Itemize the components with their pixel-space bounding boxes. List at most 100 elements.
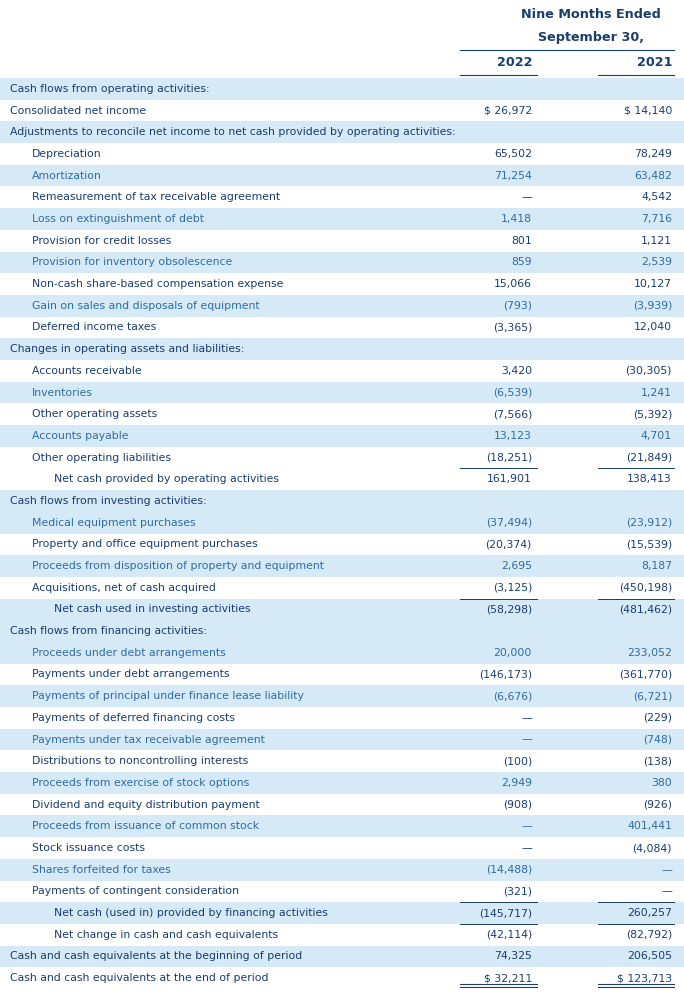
Text: $ 32,211: $ 32,211 [484, 973, 532, 983]
Text: Other operating assets: Other operating assets [32, 410, 157, 419]
Text: 380: 380 [651, 778, 672, 788]
Text: Depreciation: Depreciation [32, 149, 102, 159]
Text: —: — [521, 843, 532, 853]
Text: 12,040: 12,040 [634, 322, 672, 332]
Text: (926): (926) [643, 799, 672, 810]
Text: Proceeds from issuance of common stock: Proceeds from issuance of common stock [32, 821, 259, 831]
Text: Net cash (used in) provided by financing activities: Net cash (used in) provided by financing… [54, 909, 328, 918]
Text: Net cash used in investing activities: Net cash used in investing activities [54, 604, 250, 614]
Text: (6,721): (6,721) [633, 691, 672, 701]
Text: Proceeds from disposition of property and equipment: Proceeds from disposition of property an… [32, 561, 324, 571]
Bar [0, 903, 684, 924]
Bar [0, 881, 684, 903]
Text: Cash and cash equivalents at the beginning of period: Cash and cash equivalents at the beginni… [10, 951, 302, 961]
Text: Consolidated net income: Consolidated net income [10, 105, 146, 115]
Text: (58,298): (58,298) [486, 604, 532, 614]
Text: Provision for credit losses: Provision for credit losses [32, 236, 171, 246]
Bar [0, 794, 684, 815]
Text: 260,257: 260,257 [627, 909, 672, 918]
Bar [0, 490, 684, 512]
Text: Remeasurement of tax receivable agreement: Remeasurement of tax receivable agreemen… [32, 192, 280, 203]
Bar [0, 772, 684, 794]
Bar [0, 556, 684, 577]
Text: (229): (229) [643, 713, 672, 723]
Text: —: — [521, 713, 532, 723]
Text: (30,305): (30,305) [625, 366, 672, 376]
Text: (793): (793) [503, 301, 532, 311]
Bar [0, 143, 684, 165]
Text: September 30,: September 30, [538, 31, 644, 44]
Text: (138): (138) [643, 756, 672, 766]
Bar [0, 750, 684, 772]
Bar [0, 512, 684, 534]
Text: 1,241: 1,241 [641, 388, 672, 398]
Bar [0, 230, 684, 251]
Text: Cash flows from financing activities:: Cash flows from financing activities: [10, 626, 207, 636]
Text: Cash flows from operating activities:: Cash flows from operating activities: [10, 83, 209, 93]
Bar [0, 837, 684, 859]
Bar [0, 534, 684, 556]
Text: 13,123: 13,123 [494, 430, 532, 441]
Text: Distributions to noncontrolling interests: Distributions to noncontrolling interest… [32, 756, 248, 766]
Bar [0, 685, 684, 707]
Text: Cash and cash equivalents at the end of period: Cash and cash equivalents at the end of … [10, 973, 269, 983]
Bar [0, 598, 684, 620]
Bar [0, 967, 684, 989]
Bar [0, 859, 684, 881]
Text: 1,121: 1,121 [641, 236, 672, 246]
Text: 71,254: 71,254 [494, 171, 532, 181]
Text: Loss on extinguishment of debt: Loss on extinguishment of debt [32, 214, 204, 224]
Text: 233,052: 233,052 [627, 648, 672, 658]
Bar [0, 642, 684, 664]
Text: Stock issuance costs: Stock issuance costs [32, 843, 145, 853]
Text: $ 123,713: $ 123,713 [617, 973, 672, 983]
Text: 2,539: 2,539 [641, 257, 672, 267]
Text: 8,187: 8,187 [641, 561, 672, 571]
Text: Nine Months Ended: Nine Months Ended [521, 8, 661, 21]
Bar [0, 121, 684, 143]
Text: (4,084): (4,084) [633, 843, 672, 853]
Text: Net change in cash and cash equivalents: Net change in cash and cash equivalents [54, 929, 278, 939]
Text: Amortization: Amortization [32, 171, 102, 181]
Text: 859: 859 [512, 257, 532, 267]
Text: Medical equipment purchases: Medical equipment purchases [32, 518, 196, 528]
Text: Net cash provided by operating activities: Net cash provided by operating activitie… [54, 474, 279, 484]
Bar [0, 924, 684, 945]
Text: Shares forfeited for taxes: Shares forfeited for taxes [32, 865, 171, 875]
Text: (450,198): (450,198) [619, 582, 672, 592]
Bar [0, 78, 684, 99]
Text: Acquisitions, net of cash acquired: Acquisitions, net of cash acquired [32, 582, 216, 592]
Text: —: — [521, 192, 532, 203]
Text: (3,125): (3,125) [492, 582, 532, 592]
Text: Other operating liabilities: Other operating liabilities [32, 452, 171, 462]
Bar [0, 815, 684, 837]
Text: (18,251): (18,251) [486, 452, 532, 462]
Text: (23,912): (23,912) [626, 518, 672, 528]
Text: Proceeds under debt arrangements: Proceeds under debt arrangements [32, 648, 226, 658]
Text: —: — [661, 865, 672, 875]
Text: —: — [661, 887, 672, 897]
Text: —: — [521, 821, 532, 831]
Text: (15,539): (15,539) [626, 540, 672, 550]
Text: 7,716: 7,716 [641, 214, 672, 224]
Text: (82,792): (82,792) [626, 929, 672, 939]
Text: Payments of contingent consideration: Payments of contingent consideration [32, 887, 239, 897]
Text: 1,418: 1,418 [501, 214, 532, 224]
Text: (37,494): (37,494) [486, 518, 532, 528]
Text: 2021: 2021 [637, 56, 672, 69]
Bar [0, 273, 684, 295]
Text: Changes in operating assets and liabilities:: Changes in operating assets and liabilit… [10, 344, 244, 354]
Text: Property and office equipment purchases: Property and office equipment purchases [32, 540, 258, 550]
Text: 65,502: 65,502 [494, 149, 532, 159]
Text: Payments under tax receivable agreement: Payments under tax receivable agreement [32, 735, 265, 745]
Text: (3,365): (3,365) [492, 322, 532, 332]
Text: (6,539): (6,539) [492, 388, 532, 398]
Bar [0, 208, 684, 230]
Text: 3,420: 3,420 [501, 366, 532, 376]
Bar [0, 360, 684, 382]
Text: (146,173): (146,173) [479, 670, 532, 680]
Text: 10,127: 10,127 [634, 279, 672, 289]
Text: 4,701: 4,701 [641, 430, 672, 441]
Bar [0, 165, 684, 187]
Text: 2,949: 2,949 [501, 778, 532, 788]
